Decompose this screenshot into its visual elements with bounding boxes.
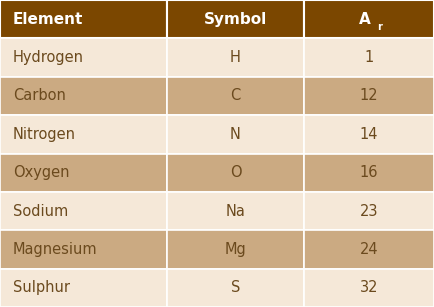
Bar	[167, 77, 304, 115]
Bar	[0, 154, 167, 192]
Text: 24: 24	[360, 242, 378, 257]
Text: A: A	[358, 12, 371, 27]
Text: Hydrogen: Hydrogen	[13, 50, 84, 65]
Text: 16: 16	[360, 165, 378, 180]
Bar	[304, 0, 434, 38]
Text: O: O	[230, 165, 241, 180]
Bar	[304, 192, 434, 230]
Bar	[304, 38, 434, 77]
Bar	[167, 38, 304, 77]
Text: N: N	[230, 127, 241, 142]
Bar	[304, 77, 434, 115]
Bar	[0, 77, 167, 115]
Text: Element: Element	[13, 12, 83, 27]
Bar	[0, 0, 167, 38]
Bar	[304, 154, 434, 192]
Bar	[167, 115, 304, 154]
Bar	[0, 38, 167, 77]
Text: 14: 14	[360, 127, 378, 142]
Text: Mg: Mg	[224, 242, 247, 257]
Bar	[0, 115, 167, 154]
Text: Sulphur: Sulphur	[13, 280, 70, 295]
Text: H: H	[230, 50, 241, 65]
Bar	[167, 192, 304, 230]
Bar	[0, 269, 167, 307]
Bar	[304, 269, 434, 307]
Text: r: r	[377, 22, 382, 32]
Bar	[304, 230, 434, 269]
Bar	[167, 269, 304, 307]
Text: 32: 32	[360, 280, 378, 295]
Bar	[304, 115, 434, 154]
Text: Magnesium: Magnesium	[13, 242, 98, 257]
Text: 1: 1	[364, 50, 374, 65]
Text: Carbon: Carbon	[13, 88, 66, 103]
Bar	[167, 0, 304, 38]
Bar	[167, 154, 304, 192]
Text: 12: 12	[360, 88, 378, 103]
Text: Nitrogen: Nitrogen	[13, 127, 76, 142]
Bar	[0, 230, 167, 269]
Text: Oxygen: Oxygen	[13, 165, 69, 180]
Bar	[167, 230, 304, 269]
Text: C: C	[230, 88, 240, 103]
Text: Na: Na	[226, 204, 245, 219]
Text: Sodium: Sodium	[13, 204, 68, 219]
Text: S: S	[231, 280, 240, 295]
Bar	[0, 192, 167, 230]
Text: 23: 23	[360, 204, 378, 219]
Text: Symbol: Symbol	[204, 12, 267, 27]
